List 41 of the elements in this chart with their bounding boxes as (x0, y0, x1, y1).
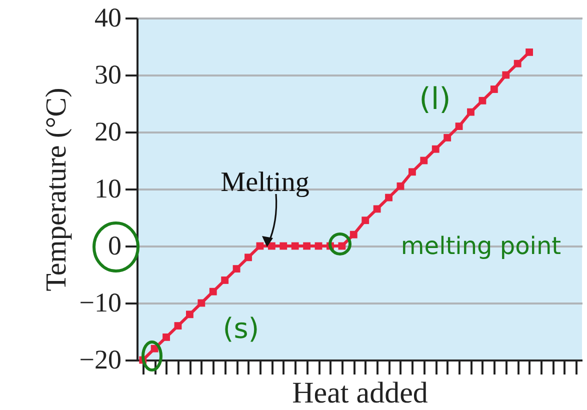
annotation: Melting (220, 167, 310, 198)
y-tick-label: −20 (79, 344, 122, 374)
point (350, 230, 358, 238)
point (268, 242, 276, 250)
point (514, 60, 522, 68)
point (303, 242, 311, 250)
point (478, 96, 486, 104)
point (432, 145, 440, 153)
y-tick-label: 10 (94, 174, 122, 204)
y-tick-label: −10 (79, 288, 122, 318)
point (162, 333, 170, 341)
point (467, 108, 474, 116)
point (373, 205, 381, 213)
point (186, 310, 194, 318)
point (244, 254, 252, 262)
point (444, 134, 452, 142)
point (385, 194, 392, 202)
annotation: (l) (419, 82, 451, 117)
point (490, 86, 498, 93)
annotation: melting point (400, 232, 562, 260)
point (526, 48, 534, 56)
point (232, 265, 240, 273)
point (420, 156, 428, 164)
y-tick-label: 0 (108, 230, 122, 260)
point (209, 288, 217, 296)
point (362, 216, 370, 224)
y-axis-title: Temperature (°C) (40, 88, 72, 292)
y-tick-label: 30 (94, 60, 122, 90)
point (291, 242, 299, 250)
point (198, 299, 206, 307)
point (221, 276, 229, 284)
y-tick-label: 40 (94, 2, 122, 32)
x-axis-title: Heat added (292, 376, 428, 410)
annotation: (s) (222, 312, 260, 345)
point (174, 322, 182, 330)
point (396, 182, 404, 190)
point (455, 122, 463, 130)
point (502, 71, 510, 79)
y-tick-label: 20 (94, 116, 122, 146)
point (280, 242, 288, 250)
point (408, 168, 416, 176)
